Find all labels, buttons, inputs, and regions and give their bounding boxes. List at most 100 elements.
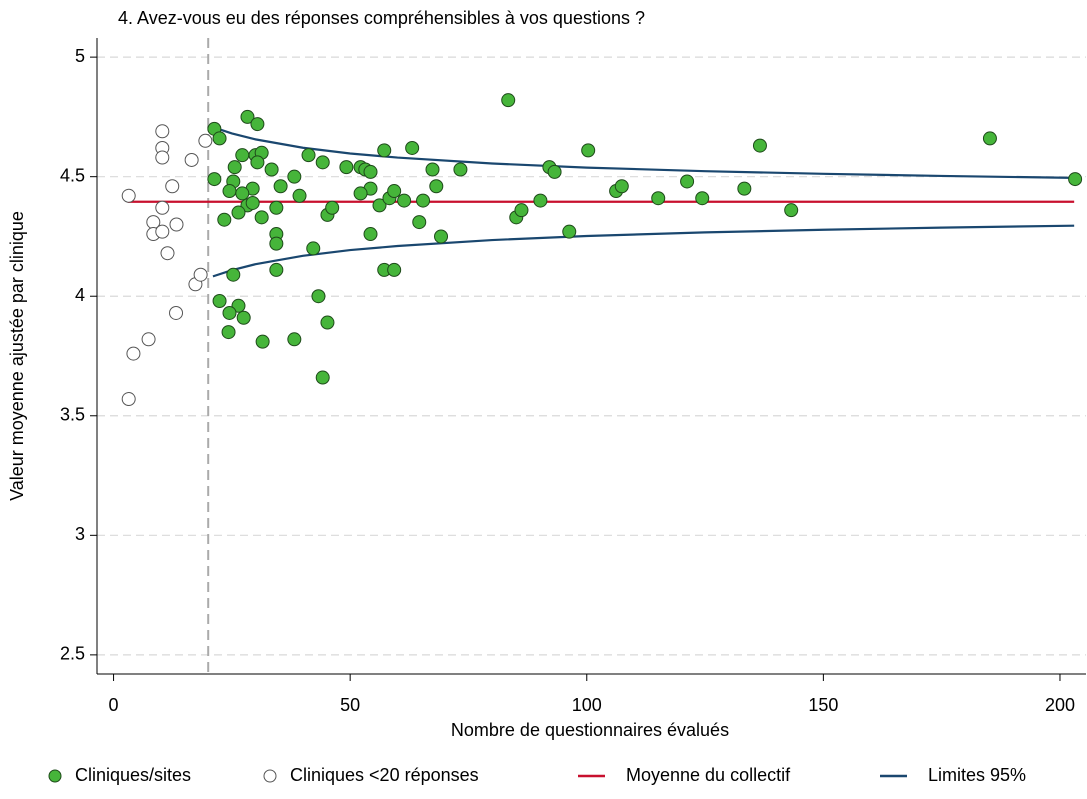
data-point xyxy=(562,224,577,239)
data-point xyxy=(416,193,431,208)
data-point xyxy=(387,262,402,277)
legend-label: Limites 95% xyxy=(928,765,1026,785)
legend-marker xyxy=(263,769,277,783)
data-point xyxy=(292,188,307,203)
data-point xyxy=(425,162,440,177)
data-point xyxy=(429,179,444,194)
legend-label: Moyenne du collectif xyxy=(626,765,791,785)
y-tick-label: 4 xyxy=(75,285,85,305)
data-point xyxy=(982,131,997,146)
data-point xyxy=(301,148,316,163)
data-point xyxy=(273,179,288,194)
data-point xyxy=(235,148,250,163)
data-point xyxy=(514,203,529,218)
chart-title: 4. Avez-vous eu des réponses compréhensi… xyxy=(118,8,645,28)
y-tick-label: 3 xyxy=(75,524,85,544)
data-point xyxy=(547,164,562,179)
data-point xyxy=(434,229,449,244)
data-point xyxy=(160,246,175,261)
data-point xyxy=(353,186,368,201)
data-point xyxy=(784,203,799,218)
data-point xyxy=(236,310,251,325)
data-point xyxy=(198,133,213,148)
data-point xyxy=(752,138,767,153)
data-point xyxy=(311,289,326,304)
data-point xyxy=(245,195,260,210)
data-point xyxy=(287,169,302,184)
y-axis-label: Valeur moyenne ajustée par clinique xyxy=(7,211,27,501)
data-point xyxy=(217,212,232,227)
data-point xyxy=(695,191,710,206)
x-axis-label: Nombre de questionnaires évalués xyxy=(451,720,729,740)
data-point xyxy=(126,346,141,361)
data-point xyxy=(405,140,420,155)
data-point xyxy=(269,236,284,251)
series-line xyxy=(212,126,1075,179)
data-point xyxy=(255,334,270,349)
data-point xyxy=(680,174,695,189)
x-tick-label: 100 xyxy=(572,695,602,715)
data-point xyxy=(453,162,468,177)
legend-label: Cliniques/sites xyxy=(75,765,191,785)
data-point xyxy=(250,155,265,170)
data-point xyxy=(222,184,237,199)
data-point xyxy=(221,325,236,340)
data-point xyxy=(240,109,255,124)
data-point xyxy=(315,370,330,385)
x-tick-label: 200 xyxy=(1045,695,1075,715)
data-point xyxy=(581,143,596,158)
legend-label: Cliniques <20 réponses xyxy=(290,765,479,785)
data-point xyxy=(363,164,378,179)
data-point xyxy=(250,117,265,132)
data-point xyxy=(155,200,170,215)
x-tick-label: 0 xyxy=(109,695,119,715)
data-point xyxy=(155,124,170,139)
data-point xyxy=(169,217,184,232)
x-tick-label: 50 xyxy=(340,695,360,715)
legend-marker xyxy=(48,769,62,783)
data-point xyxy=(387,184,402,199)
data-point xyxy=(212,131,227,146)
data-point xyxy=(377,143,392,158)
data-point xyxy=(169,305,184,320)
data-point xyxy=(155,224,170,239)
x-tick-label: 150 xyxy=(808,695,838,715)
data-point xyxy=(320,315,335,330)
data-point xyxy=(184,152,199,167)
data-point xyxy=(315,155,330,170)
y-tick-label: 2.5 xyxy=(60,644,85,664)
data-point xyxy=(235,186,250,201)
data-point xyxy=(141,332,156,347)
data-point xyxy=(363,227,378,242)
data-point xyxy=(412,215,427,230)
y-tick-label: 3.5 xyxy=(60,405,85,425)
data-point xyxy=(339,160,354,175)
y-tick-label: 4.5 xyxy=(60,165,85,185)
data-point xyxy=(614,179,629,194)
data-point xyxy=(306,241,321,256)
data-point xyxy=(501,93,516,108)
data-point xyxy=(193,267,208,282)
data-point xyxy=(226,267,241,282)
series-line xyxy=(212,224,1075,278)
data-point xyxy=(222,305,237,320)
data-point xyxy=(533,193,548,208)
y-tick-label: 5 xyxy=(75,46,85,66)
data-point xyxy=(121,392,136,407)
data-point xyxy=(231,205,246,220)
data-point xyxy=(269,200,284,215)
data-point xyxy=(207,172,222,187)
data-point xyxy=(651,191,666,206)
data-point xyxy=(1068,172,1083,187)
data-point xyxy=(325,200,340,215)
data-point xyxy=(254,210,269,225)
data-point xyxy=(397,193,412,208)
data-point xyxy=(121,188,136,203)
data-point xyxy=(264,162,279,177)
data-point xyxy=(372,198,387,213)
data-point xyxy=(212,294,227,309)
data-point xyxy=(227,160,242,175)
